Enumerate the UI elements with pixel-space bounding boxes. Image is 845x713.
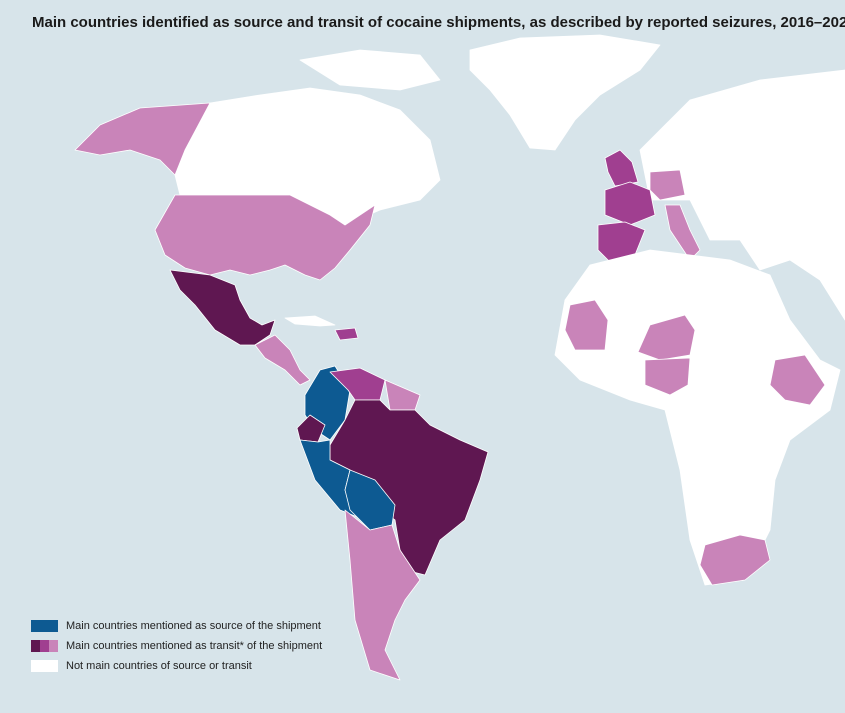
legend-label: Not main countries of source or transit xyxy=(66,660,252,672)
germany xyxy=(649,169,686,201)
niger xyxy=(637,314,696,361)
central-america xyxy=(254,334,311,386)
nigeria xyxy=(644,357,691,396)
eurasia xyxy=(639,69,845,321)
africa xyxy=(554,249,841,586)
ethiopia xyxy=(769,354,826,406)
arctic-islands xyxy=(299,49,441,91)
legend-label: Main countries mentioned as transit* of … xyxy=(66,640,322,652)
countries xyxy=(74,34,845,681)
ecuador xyxy=(296,414,326,443)
caribbean xyxy=(334,327,359,341)
greenland xyxy=(469,34,661,151)
france xyxy=(604,181,656,226)
united-kingdom xyxy=(604,149,639,187)
legend-swatch xyxy=(31,620,58,632)
legend-swatch xyxy=(31,660,58,672)
mauritania xyxy=(564,299,609,351)
legend-label: Main countries mentioned as source of th… xyxy=(66,620,321,632)
legend-swatch xyxy=(31,640,40,652)
canada xyxy=(174,87,441,226)
map-title: Main countries identified as source and … xyxy=(32,14,845,31)
cuba xyxy=(284,315,336,327)
legend: Main countries mentioned as source of th… xyxy=(31,620,322,672)
southern-cone xyxy=(344,509,421,681)
mexico xyxy=(169,269,276,346)
united-states xyxy=(154,194,376,281)
legend-swatch xyxy=(49,640,58,652)
alaska xyxy=(74,102,211,176)
italy xyxy=(664,204,701,261)
legend-swatch xyxy=(40,640,49,652)
south-africa xyxy=(699,534,771,586)
